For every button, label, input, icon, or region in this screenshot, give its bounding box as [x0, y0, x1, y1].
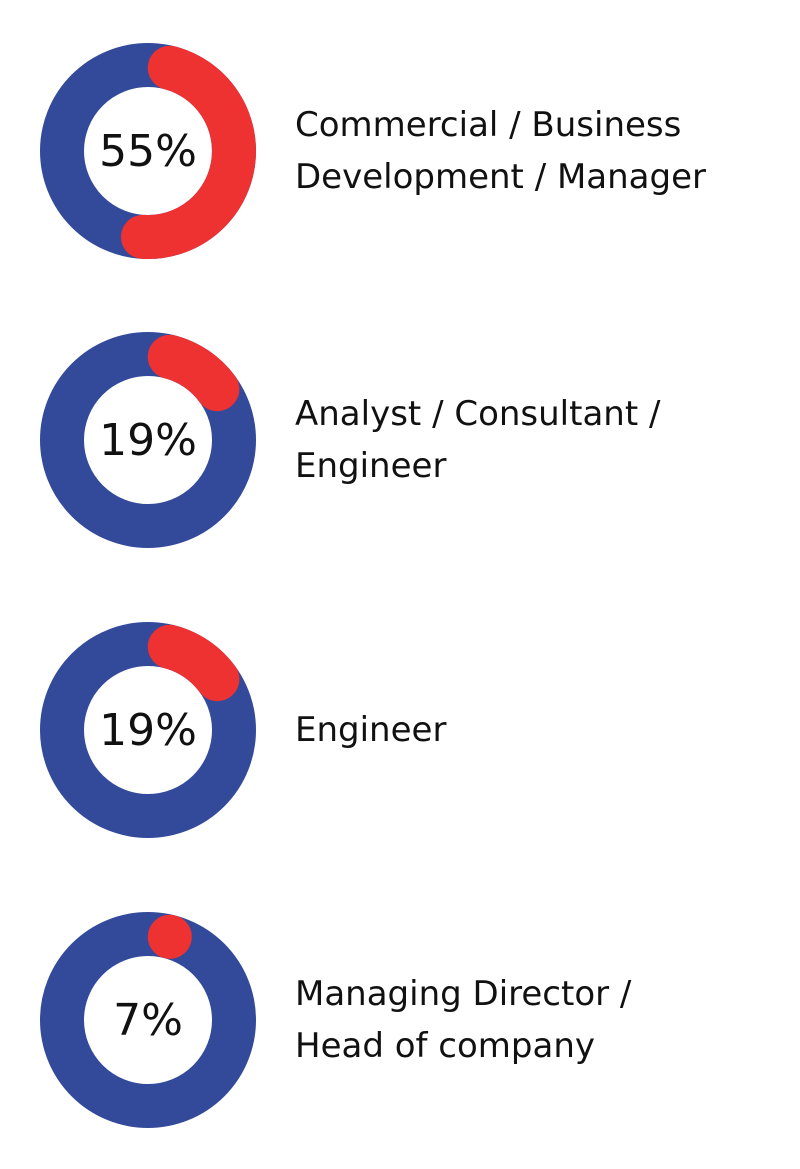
donut-value-label: 19% — [99, 415, 197, 466]
donut-value-label: 55% — [99, 126, 197, 177]
chart-row-analyst: 19% Analyst / Consultant / Engineer — [0, 332, 800, 552]
chart-row-managing-director: 7% Managing Director / Head of company — [0, 912, 800, 1132]
chart-row-engineer: 19% Engineer — [0, 622, 800, 842]
donut-arc — [120, 45, 256, 259]
category-label-line: Head of company — [295, 1026, 595, 1066]
category-label-line: Analyst / Consultant / — [295, 394, 661, 434]
donut-arc — [147, 624, 240, 702]
chart-row-commercial: 55% Commercial / Business Development / … — [0, 43, 800, 263]
donut-value-label: 19% — [99, 705, 197, 756]
category-label-line: Engineer — [295, 710, 447, 750]
donut-arc — [147, 334, 240, 412]
category-label-line: Development / Manager — [295, 157, 706, 197]
category-label-line: Managing Director / — [295, 974, 632, 1014]
category-label-line: Engineer — [295, 446, 447, 486]
donut-chart-analyst: 19% — [40, 332, 256, 548]
category-label-line: Commercial / Business — [295, 105, 682, 145]
category-label: Managing Director / Head of company — [295, 968, 775, 1072]
donut-chart-engineer: 19% — [40, 622, 256, 838]
category-label: Engineer — [295, 704, 775, 756]
donut-chart-commercial: 55% — [40, 43, 256, 259]
donut-chart-managing-director: 7% — [40, 912, 256, 1128]
category-label: Analyst / Consultant / Engineer — [295, 388, 775, 492]
category-label: Commercial / Business Development / Mana… — [295, 99, 775, 203]
donut-value-label: 7% — [113, 995, 183, 1046]
